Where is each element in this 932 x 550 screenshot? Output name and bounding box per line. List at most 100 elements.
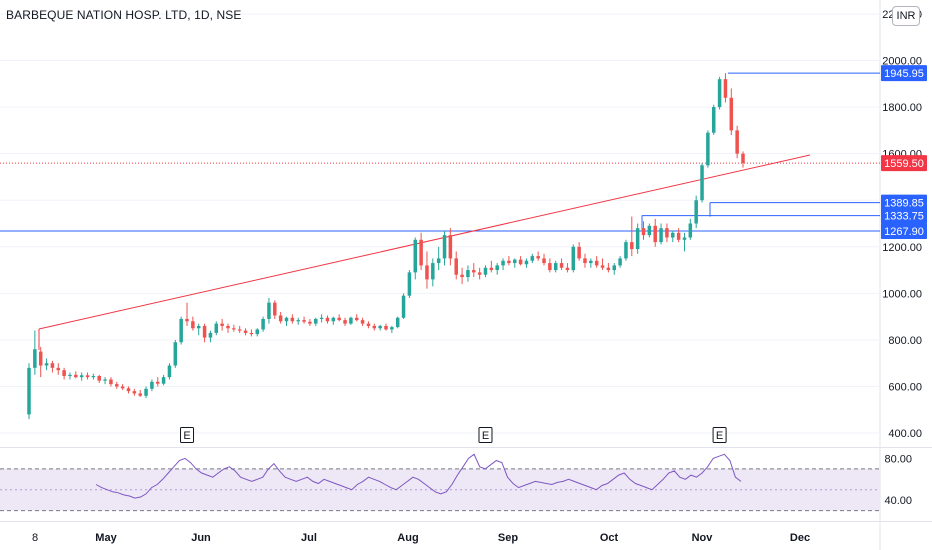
candle[interactable] — [594, 256, 599, 268]
candle[interactable] — [319, 314, 324, 323]
candle[interactable] — [138, 389, 142, 397]
candle[interactable] — [214, 321, 219, 336]
candle[interactable] — [267, 298, 271, 324]
candle[interactable] — [536, 251, 540, 261]
candle[interactable] — [337, 314, 341, 322]
candle[interactable] — [571, 244, 576, 273]
candle[interactable] — [542, 253, 546, 266]
time-axis[interactable]: 8 May Jun Jul Aug Sep Oct Nov Dec — [32, 532, 810, 544]
candle[interactable] — [700, 162, 704, 203]
candle[interactable] — [249, 329, 254, 337]
candle[interactable] — [33, 330, 37, 375]
candle[interactable] — [436, 246, 441, 271]
candle[interactable] — [741, 151, 745, 168]
candle[interactable] — [618, 256, 622, 268]
candle[interactable] — [144, 386, 148, 399]
candle[interactable] — [518, 256, 523, 266]
candle[interactable] — [343, 317, 347, 326]
candle[interactable] — [255, 328, 260, 337]
candle[interactable] — [278, 311, 283, 324]
candle[interactable] — [378, 324, 382, 331]
candle[interactable] — [126, 386, 131, 394]
candle[interactable] — [290, 314, 295, 324]
candle[interactable] — [624, 239, 628, 261]
candle[interactable] — [501, 258, 505, 271]
candle[interactable] — [735, 125, 739, 159]
candle[interactable] — [308, 318, 312, 326]
candle[interactable] — [589, 258, 593, 268]
candle[interactable] — [97, 374, 101, 383]
candle[interactable] — [641, 221, 646, 240]
price-axis[interactable]: 2200.002000.001800.001600.001200.001000.… — [882, 9, 922, 440]
candle[interactable] — [671, 230, 675, 243]
candle[interactable] — [477, 267, 482, 280]
candle[interactable] — [548, 258, 552, 273]
candles[interactable] — [27, 73, 745, 420]
candle[interactable] — [559, 258, 564, 271]
candle[interactable] — [530, 253, 535, 264]
candle[interactable] — [682, 232, 687, 252]
drawings[interactable] — [0, 72, 880, 350]
candle[interactable] — [553, 260, 558, 273]
earnings-marker[interactable]: E — [478, 427, 493, 443]
candle[interactable] — [360, 317, 365, 326]
candle[interactable] — [79, 372, 84, 381]
earnings-marker[interactable]: E — [712, 427, 727, 443]
candle[interactable] — [243, 328, 248, 336]
candle[interactable] — [354, 314, 359, 322]
candle[interactable] — [331, 316, 336, 325]
candle[interactable] — [706, 130, 710, 168]
candle[interactable] — [460, 267, 464, 285]
candle[interactable] — [472, 263, 476, 278]
candle[interactable] — [565, 263, 570, 273]
candle[interactable] — [583, 253, 587, 268]
candle[interactable] — [62, 367, 66, 380]
candle[interactable] — [694, 195, 698, 229]
candle[interactable] — [68, 372, 72, 380]
candle[interactable] — [44, 358, 49, 371]
candle[interactable] — [302, 316, 306, 324]
earnings-marker[interactable]: E — [180, 427, 195, 443]
candle[interactable] — [577, 242, 581, 261]
candle[interactable] — [524, 258, 529, 268]
candle[interactable] — [74, 371, 78, 379]
candle[interactable] — [407, 270, 412, 298]
candle[interactable] — [325, 315, 330, 324]
candle[interactable] — [56, 363, 61, 375]
candle[interactable] — [132, 388, 137, 396]
candle[interactable] — [220, 318, 224, 331]
candle[interactable] — [711, 104, 716, 136]
candle[interactable] — [401, 293, 406, 319]
candle[interactable] — [606, 263, 611, 273]
rsi-pane[interactable]: 80.00 40.00 — [0, 453, 912, 512]
candle[interactable] — [109, 377, 113, 387]
candle[interactable] — [226, 323, 230, 333]
candle[interactable] — [425, 251, 429, 289]
candle[interactable] — [167, 363, 172, 380]
candle[interactable] — [653, 218, 657, 247]
candle[interactable] — [489, 260, 494, 273]
candle[interactable] — [431, 258, 435, 287]
candle[interactable] — [688, 218, 693, 240]
candle[interactable] — [676, 228, 681, 243]
candle[interactable] — [723, 73, 728, 103]
candle[interactable] — [600, 258, 605, 271]
candle[interactable] — [384, 323, 388, 331]
candle[interactable] — [202, 323, 207, 343]
candle[interactable] — [296, 317, 300, 325]
candle[interactable] — [448, 228, 453, 266]
candle[interactable] — [612, 263, 617, 275]
candle[interactable] — [647, 223, 652, 238]
candle[interactable] — [729, 88, 734, 136]
candle[interactable] — [232, 324, 236, 332]
candle[interactable] — [717, 76, 722, 110]
candle[interactable] — [261, 316, 265, 332]
candle[interactable] — [155, 377, 160, 387]
currency-button[interactable]: INR — [892, 6, 920, 26]
candle[interactable] — [115, 381, 119, 389]
candle[interactable] — [372, 323, 377, 331]
candle[interactable] — [38, 346, 43, 378]
candle[interactable] — [173, 339, 178, 368]
candle[interactable] — [349, 316, 353, 325]
